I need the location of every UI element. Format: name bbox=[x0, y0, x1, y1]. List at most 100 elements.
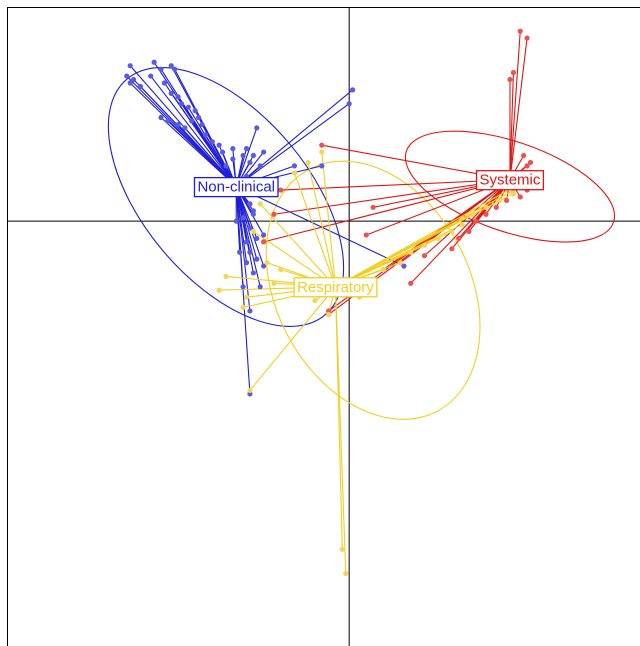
non-clinical-point bbox=[192, 108, 198, 114]
non-clinical-point bbox=[254, 125, 260, 131]
non-clinical-point bbox=[240, 215, 246, 221]
respiratory-point bbox=[240, 304, 246, 311]
non-clinical-point bbox=[158, 66, 164, 72]
non-clinical-point bbox=[247, 201, 253, 207]
non-clinical-point bbox=[216, 142, 222, 148]
non-clinical-label-frame bbox=[193, 176, 279, 198]
systemic-point bbox=[524, 35, 530, 41]
non-clinical-point bbox=[148, 73, 154, 79]
non-clinical-segment bbox=[167, 120, 237, 188]
respiratory-point bbox=[326, 311, 332, 318]
non-clinical-point bbox=[257, 284, 263, 290]
systemic-point bbox=[456, 235, 462, 242]
group-ellipses bbox=[107, 66, 616, 420]
systemic-point bbox=[524, 163, 530, 169]
systemic-segment bbox=[509, 38, 528, 180]
respiratory-point bbox=[459, 222, 465, 228]
non-clinical-point bbox=[261, 232, 267, 238]
systemic-label-box: Systemic bbox=[475, 170, 545, 191]
non-clinical-point bbox=[254, 235, 260, 242]
respiratory-point bbox=[343, 570, 349, 577]
non-clinical-point bbox=[131, 76, 137, 83]
respiratory-point bbox=[305, 159, 311, 166]
respiratory-segment bbox=[321, 152, 337, 287]
non-clinical-point bbox=[175, 121, 181, 128]
non-clinical-point bbox=[182, 125, 188, 131]
non-clinical-point bbox=[401, 263, 407, 269]
systemic-point bbox=[466, 228, 472, 235]
non-clinical-point bbox=[243, 260, 250, 266]
non-clinical-segment bbox=[191, 120, 237, 187]
systemic-point bbox=[517, 28, 523, 34]
systemic-label: Systemic bbox=[480, 172, 541, 189]
non-clinical-segment bbox=[235, 186, 261, 287]
systemic-segment bbox=[263, 179, 511, 243]
respiratory-point bbox=[312, 297, 318, 304]
non-clinical-point bbox=[247, 249, 253, 255]
systemic-segment bbox=[509, 72, 514, 180]
systemic-segment bbox=[273, 179, 511, 215]
non-clinical-point bbox=[240, 284, 246, 290]
non-clinical-segment bbox=[235, 186, 254, 274]
respiratory-point bbox=[223, 273, 229, 280]
non-clinical-label: Non-clinical bbox=[197, 179, 275, 196]
respiratory-label: Respiratory bbox=[297, 279, 374, 296]
non-clinical-point bbox=[168, 63, 174, 69]
non-clinical-point bbox=[223, 163, 229, 169]
systemic-segment bbox=[410, 179, 511, 284]
non-clinical-point bbox=[250, 211, 256, 217]
respiratory-label-frame bbox=[293, 277, 378, 298]
respiratory-point bbox=[243, 294, 250, 300]
non-clinical-point bbox=[261, 263, 267, 269]
systemic-point bbox=[493, 204, 499, 210]
systemic-segment bbox=[400, 179, 511, 264]
systemic-point bbox=[473, 218, 479, 224]
respiratory-segment bbox=[249, 286, 336, 391]
respiratory-point bbox=[449, 228, 455, 235]
systemic-segment bbox=[451, 179, 511, 250]
systemic-point bbox=[421, 253, 428, 259]
respiratory-segment bbox=[307, 162, 337, 287]
non-clinical-point bbox=[185, 104, 191, 110]
systemic-point bbox=[507, 76, 513, 83]
non-clinical-point bbox=[151, 59, 157, 65]
respiratory-point bbox=[510, 190, 516, 197]
non-clinical-point bbox=[247, 225, 253, 231]
non-clinical-point bbox=[158, 114, 164, 121]
non-clinical-point bbox=[196, 114, 202, 121]
systemic-segment bbox=[280, 179, 511, 191]
systemic-segment bbox=[509, 31, 521, 180]
non-clinical-point bbox=[257, 163, 263, 169]
non-clinical-segment bbox=[235, 103, 350, 188]
non-clinical-point bbox=[189, 118, 195, 124]
non-clinical-point bbox=[243, 146, 250, 152]
respiratory-segment bbox=[334, 286, 347, 574]
respiratory-point bbox=[483, 204, 489, 210]
respiratory-label-box: Respiratory bbox=[293, 277, 378, 298]
systemic-ellipse bbox=[404, 130, 616, 243]
systemic-point bbox=[319, 142, 325, 148]
non-clinical-point bbox=[124, 73, 130, 79]
systemic-point bbox=[370, 204, 376, 210]
systemic-point bbox=[517, 194, 523, 200]
non-clinical-point bbox=[240, 152, 246, 159]
non-clinical-point bbox=[230, 156, 236, 162]
respiratory-segment bbox=[293, 172, 336, 287]
respiratory-point bbox=[257, 201, 263, 207]
systemic-point bbox=[449, 246, 455, 252]
systemic-point bbox=[483, 211, 489, 217]
respiratory-point bbox=[469, 211, 475, 217]
non-clinical-point bbox=[349, 87, 356, 93]
non-clinical-point bbox=[127, 80, 133, 86]
systemic-point bbox=[521, 152, 527, 159]
non-clinical-point bbox=[165, 118, 171, 124]
systemic-point bbox=[408, 280, 414, 286]
non-clinical-point bbox=[261, 149, 267, 155]
plot-frame bbox=[7, 7, 640, 646]
non-clinical-segment bbox=[235, 186, 248, 263]
respiratory-point bbox=[250, 228, 256, 235]
respiratory-point bbox=[319, 149, 325, 155]
non-clinical-point bbox=[346, 101, 352, 107]
non-clinical-point bbox=[247, 308, 253, 314]
